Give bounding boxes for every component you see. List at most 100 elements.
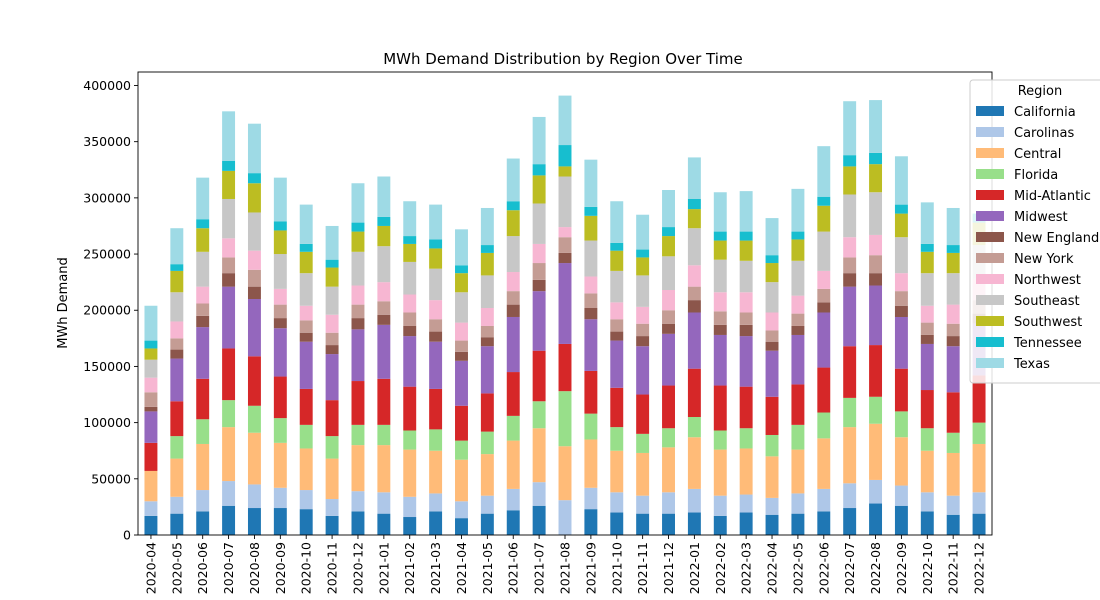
bar-segment-28-9 [869,192,883,235]
bar-segment-12-8 [455,322,468,341]
bar-segment-12-0 [455,518,468,535]
bar-segment-29-0 [894,505,908,535]
bar-segment-26-0 [817,511,831,535]
bar-segment-2-6 [196,315,210,328]
bar-segment-4-6 [247,286,261,299]
x-tick-label-3: 2020-07 [221,542,236,594]
bar-segment-4-9 [247,212,261,251]
legend-label-2: Central [1014,147,1061,162]
bar-segment-3-2 [222,427,236,482]
bar-segment-2-1 [196,490,210,512]
x-tick-label-32: 2022-12 [972,542,987,594]
bar-segment-28-2 [869,423,883,480]
bar-segment-11-7 [429,319,443,332]
bar-segment-18-11 [610,242,624,251]
bar-segment-11-11 [429,239,443,249]
bar-segment-29-12 [894,156,908,205]
bar-segment-2-8 [196,286,210,304]
bar-segment-13-6 [480,337,494,347]
bar-segment-21-0 [687,512,701,535]
bar-segment-12-11 [455,265,468,274]
bar-segment-30-2 [920,450,934,493]
bar-segment-1-6 [170,349,184,359]
bar-segment-9-6 [377,314,391,325]
bar-segment-21-2 [687,437,701,489]
bar-segment-10-10 [403,243,417,262]
bar-segment-15-12 [532,116,546,165]
bar-segment-2-9 [196,251,210,287]
bar-segment-6-11 [299,243,313,252]
bar-segment-26-11 [817,196,831,206]
bar-segment-6-8 [299,305,313,321]
bar-segment-5-7 [273,304,287,319]
bar-segment-5-11 [273,221,287,231]
bar-segment-24-2 [765,456,779,498]
legend-label-1: Carolinas [1014,126,1074,141]
bar-segment-10-0 [403,517,417,535]
bar-segment-9-2 [377,445,391,493]
bar-segment-22-9 [713,259,727,293]
bar-segment-3-1 [222,481,236,506]
bar-segment-21-9 [687,228,701,266]
legend-swatch-2 [976,148,1004,158]
bar-segment-7-1 [325,499,339,516]
bar-segment-8-12 [351,183,365,223]
x-tick-label-20: 2021-12 [661,542,676,594]
bar-segment-26-6 [817,302,831,313]
x-tick-label-16: 2021-08 [558,542,573,594]
bar-segment-29-7 [894,291,908,306]
bar-segment-2-5 [196,327,210,379]
bar-segment-4-7 [247,269,261,287]
bar-segment-22-0 [713,515,727,535]
legend-label-0: California [1014,105,1076,120]
bar-segment-30-3 [920,428,934,451]
x-tick-label-31: 2022-11 [946,542,961,594]
bar-segment-12-1 [455,501,468,519]
bar-segment-19-10 [636,257,650,276]
bar-segment-27-9 [843,194,857,238]
x-tick-label-23: 2022-03 [739,542,754,594]
x-tick-label-0: 2020-04 [143,542,158,594]
bar-segment-16-5 [558,263,572,344]
bar-segment-8-5 [351,329,365,382]
bar-segment-1-10 [170,270,184,293]
bar-segment-7-3 [325,436,339,459]
bar-segment-31-4 [946,392,960,433]
bar-segment-9-7 [377,301,391,315]
bar-segment-22-11 [713,231,727,241]
bar-segment-13-0 [480,513,494,535]
bar-segment-17-10 [584,215,598,241]
bar-segment-17-11 [584,206,598,216]
bar-segment-18-0 [610,512,624,535]
bar-segment-14-7 [506,291,520,305]
bar-segment-16-11 [558,145,572,167]
bar-segment-26-2 [817,438,831,489]
bar-segment-27-0 [843,508,857,535]
bar-segment-27-6 [843,273,857,287]
bar-segment-23-9 [739,260,753,293]
bar-segment-6-4 [299,388,313,425]
bar-segment-3-8 [222,238,236,258]
bar-segment-15-5 [532,291,546,351]
bar-segment-7-2 [325,458,339,500]
bar-segment-22-1 [713,495,727,516]
bar-segment-14-8 [506,272,520,292]
bar-segment-29-5 [894,316,908,369]
bar-segment-13-12 [480,207,494,246]
bar-segment-9-10 [377,225,391,247]
bar-segment-9-11 [377,216,391,226]
bar-segment-30-9 [920,273,934,306]
bar-segment-5-10 [273,230,287,255]
x-tick-label-10: 2021-02 [402,542,417,594]
bar-segment-24-12 [765,218,779,256]
bar-segment-31-6 [946,336,960,347]
bar-segment-12-2 [455,459,468,502]
bar-segment-9-8 [377,282,391,302]
bar-segment-9-3 [377,424,391,446]
x-tick-label-7: 2020-11 [325,542,340,594]
bar-segment-23-0 [739,512,753,535]
bar-segment-15-6 [532,279,546,292]
bar-segment-26-10 [817,205,831,232]
bar-segment-5-0 [273,508,287,535]
bar-segment-7-0 [325,515,339,535]
